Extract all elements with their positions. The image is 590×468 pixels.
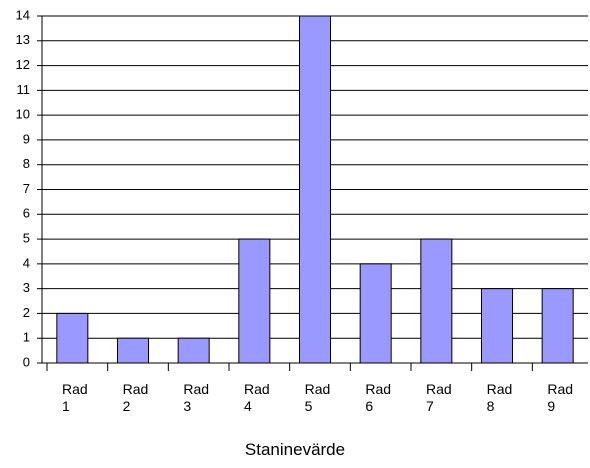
y-tick-label: 13 xyxy=(16,32,30,47)
x-tick-label: Rad 5 xyxy=(304,381,331,414)
x-tick-label: Rad 1 xyxy=(62,381,88,414)
y-tick-label: 5 xyxy=(23,231,30,246)
bar xyxy=(299,15,331,364)
y-tick-label: 0 xyxy=(23,354,30,369)
y-tick-label: 8 xyxy=(23,156,30,171)
y-tick-label: 11 xyxy=(17,82,31,97)
x-tick-label: Rad 6 xyxy=(365,381,392,414)
bar xyxy=(177,337,210,364)
bar xyxy=(541,288,574,364)
x-tick-label: Rad 9 xyxy=(547,381,574,414)
bar xyxy=(238,238,271,364)
y-tick-label: 2 xyxy=(23,305,30,320)
y-tick-label: 9 xyxy=(23,131,30,146)
y-tick-label: 3 xyxy=(23,280,30,295)
x-axis-title: Staninevärde xyxy=(244,440,346,459)
x-tick-label: Rad 8 xyxy=(486,381,513,414)
x-tick-label: Rad 4 xyxy=(244,381,270,414)
y-tick-label: 12 xyxy=(16,57,30,72)
bar xyxy=(117,337,149,364)
x-tick-label: Rad 7 xyxy=(426,381,452,414)
bar xyxy=(359,263,392,364)
x-tick-label: Rad 3 xyxy=(183,381,210,414)
y-tick-label: 4 xyxy=(23,255,30,270)
x-tick-label: Rad 2 xyxy=(122,381,149,414)
bar xyxy=(56,312,89,364)
y-tick-label: 14 xyxy=(16,7,30,22)
y-tick-label: 7 xyxy=(23,181,30,196)
y-tick-label: 6 xyxy=(23,206,30,221)
bar xyxy=(481,288,513,364)
bar xyxy=(420,238,453,364)
y-tick-label: 10 xyxy=(16,107,30,122)
y-tick-label: 1 xyxy=(23,330,30,345)
